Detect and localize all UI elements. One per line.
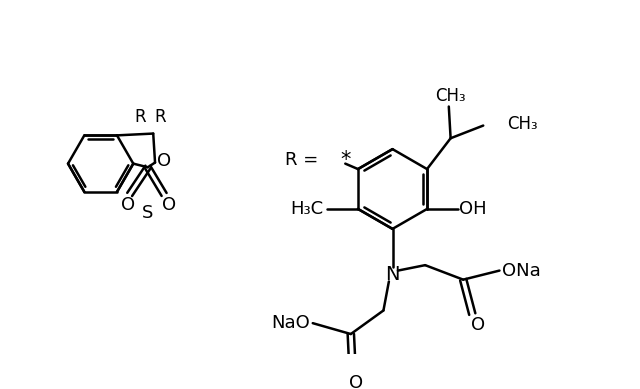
Text: O: O — [349, 374, 364, 389]
Text: S: S — [142, 203, 154, 222]
Text: R: R — [155, 108, 166, 126]
Text: OH: OH — [458, 200, 486, 218]
Text: N: N — [385, 265, 400, 284]
Text: CH₃: CH₃ — [435, 87, 466, 105]
Text: O: O — [157, 152, 171, 170]
Text: *: * — [340, 150, 351, 170]
Text: O: O — [470, 316, 484, 334]
Text: R: R — [135, 108, 147, 126]
Text: R =: R = — [285, 151, 319, 169]
Text: NaO: NaO — [271, 314, 310, 332]
Text: CH₃: CH₃ — [507, 115, 538, 133]
Text: O: O — [163, 196, 177, 214]
Text: ONa: ONa — [502, 261, 541, 280]
Text: H₃C: H₃C — [291, 200, 324, 218]
Text: O: O — [121, 196, 135, 214]
